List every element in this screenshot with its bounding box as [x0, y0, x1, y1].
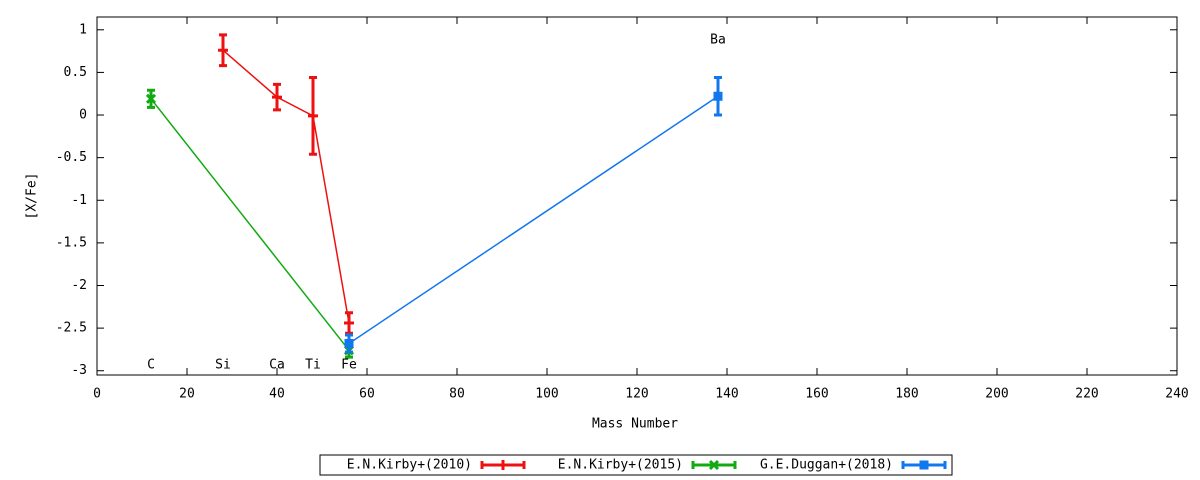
plot-frame [96, 16, 1178, 376]
series-line [348, 95, 719, 345]
x-tick-label: 20 [179, 387, 195, 402]
x-tick-label: 240 [1165, 387, 1188, 402]
annotation: C [147, 357, 155, 372]
x-tick-label: 220 [1075, 387, 1098, 402]
y-tick-label: 0.5 [64, 65, 87, 80]
y-tick-label: -3 [71, 363, 87, 378]
annotation: Ti [305, 357, 321, 372]
legend-marker [498, 460, 508, 470]
annotation: Ca [269, 357, 285, 372]
annotation: Fe [341, 357, 357, 372]
y-tick-label: -0.5 [56, 150, 87, 165]
x-tick-label: 40 [269, 387, 285, 402]
x-tick-label: 160 [805, 387, 828, 402]
data-point [272, 92, 282, 103]
legend-label: E.N.Kirby+(2015) [558, 458, 683, 473]
legend-box [319, 454, 953, 476]
x-tick-label: 180 [895, 387, 918, 402]
data-point [344, 338, 354, 348]
x-tick-label: 100 [535, 387, 558, 402]
data-point [344, 318, 354, 329]
data-point [218, 45, 228, 56]
legend-marker [919, 460, 929, 470]
y-tick-label: -1 [71, 193, 87, 208]
data-point [308, 110, 318, 121]
annotation: Si [215, 357, 231, 372]
x-tick-label: 120 [625, 387, 648, 402]
data-point [145, 93, 157, 104]
y-tick-label: -1.5 [56, 235, 87, 250]
y-axis-label: [X/Fe] [25, 173, 40, 220]
data-point [713, 91, 723, 101]
y-tick-label: 0 [79, 108, 87, 123]
legend-label: G.E.Duggan+(2018) [760, 458, 893, 473]
legend-label: E.N.Kirby+(2010) [347, 458, 472, 473]
annotation: Ba [710, 33, 726, 48]
x-tick-label: 140 [715, 387, 738, 402]
x-tick-label: 200 [985, 387, 1008, 402]
y-tick-label: -2 [71, 278, 87, 293]
y-tick-label: 1 [79, 22, 87, 37]
series-line [150, 98, 350, 351]
series-line [222, 49, 350, 324]
x-axis-label: Mass Number [592, 417, 678, 432]
x-tick-label: 60 [359, 387, 375, 402]
x-tick-label: 80 [449, 387, 465, 402]
y-tick-label: -2.5 [56, 321, 87, 336]
legend-marker [708, 459, 720, 471]
x-tick-label: 0 [93, 387, 101, 402]
